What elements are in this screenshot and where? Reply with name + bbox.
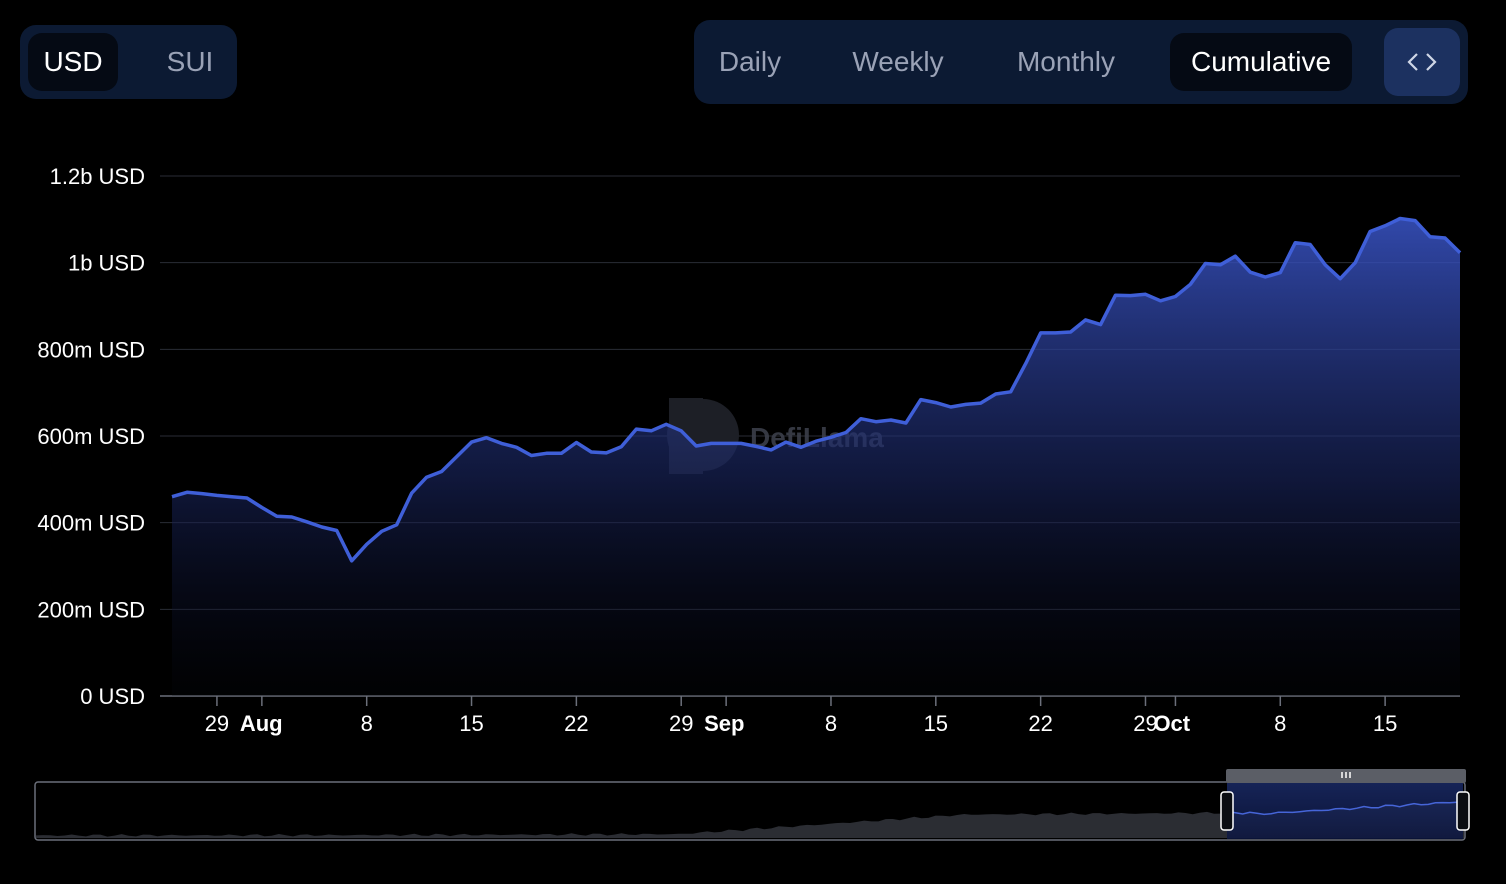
y-tick-label: 0 USD bbox=[80, 684, 145, 709]
navigator-drag-bar[interactable] bbox=[1226, 769, 1466, 783]
y-tick-label: 1.2b USD bbox=[50, 164, 145, 189]
x-tick-label: 15 bbox=[459, 711, 483, 736]
grip-lines-icon bbox=[1341, 772, 1351, 778]
navigator-selected-range[interactable] bbox=[1227, 783, 1463, 839]
period-toggle: Daily Weekly Monthly Cumulative bbox=[694, 20, 1468, 104]
navigator-selected-line bbox=[1228, 800, 1465, 816]
code-brackets-icon bbox=[1407, 53, 1437, 71]
y-tick-label: 600m USD bbox=[37, 424, 145, 449]
navigator-overview-area bbox=[36, 801, 1464, 838]
x-tick-label: 29 bbox=[669, 711, 693, 736]
y-axis: 0 USD 200m USD 400m USD 600m USD 800m USD 1b … bbox=[37, 164, 145, 709]
x-tick-label: 15 bbox=[924, 711, 948, 736]
y-tick-label: 400m USD bbox=[37, 511, 145, 536]
series-area bbox=[172, 218, 1460, 696]
x-tick-label: Sep bbox=[704, 711, 744, 736]
period-daily-button[interactable]: Daily bbox=[718, 46, 782, 77]
x-tick-label: 22 bbox=[564, 711, 588, 736]
x-tick-label: 22 bbox=[1028, 711, 1052, 736]
currency-sui-button[interactable]: SUI bbox=[166, 46, 214, 77]
navigator-frame bbox=[34, 781, 1466, 841]
cumulative-chart: 0 USD 200m USD 400m USD 600m USD 800m USD 1b … bbox=[37, 164, 1462, 736]
y-tick-label: 1b USD bbox=[68, 251, 145, 276]
navigator-left-handle[interactable] bbox=[1220, 791, 1234, 831]
embed-button[interactable] bbox=[1384, 28, 1460, 96]
navigator-right-handle[interactable] bbox=[1456, 791, 1470, 831]
x-tick-label: 8 bbox=[825, 711, 837, 736]
x-tick-label: 8 bbox=[361, 711, 373, 736]
period-cumulative-button[interactable]: Cumulative bbox=[1170, 33, 1352, 91]
x-tick-label: Oct bbox=[1153, 711, 1190, 736]
period-monthly-button[interactable]: Monthly bbox=[1016, 46, 1116, 77]
y-tick-label: 200m USD bbox=[37, 597, 145, 622]
x-tick-label: 15 bbox=[1373, 711, 1397, 736]
x-tick-label: 29 bbox=[1133, 711, 1157, 736]
x-tick-label: Aug bbox=[240, 711, 283, 736]
period-weekly-button[interactable]: Weekly bbox=[852, 46, 944, 77]
x-tick-label: 29 bbox=[205, 711, 229, 736]
currency-toggle: USD SUI bbox=[20, 25, 237, 99]
currency-usd-button[interactable]: USD bbox=[28, 33, 118, 91]
x-tick-label: 8 bbox=[1274, 711, 1286, 736]
y-tick-label: 800m USD bbox=[37, 337, 145, 362]
series-line bbox=[171, 216, 1462, 563]
